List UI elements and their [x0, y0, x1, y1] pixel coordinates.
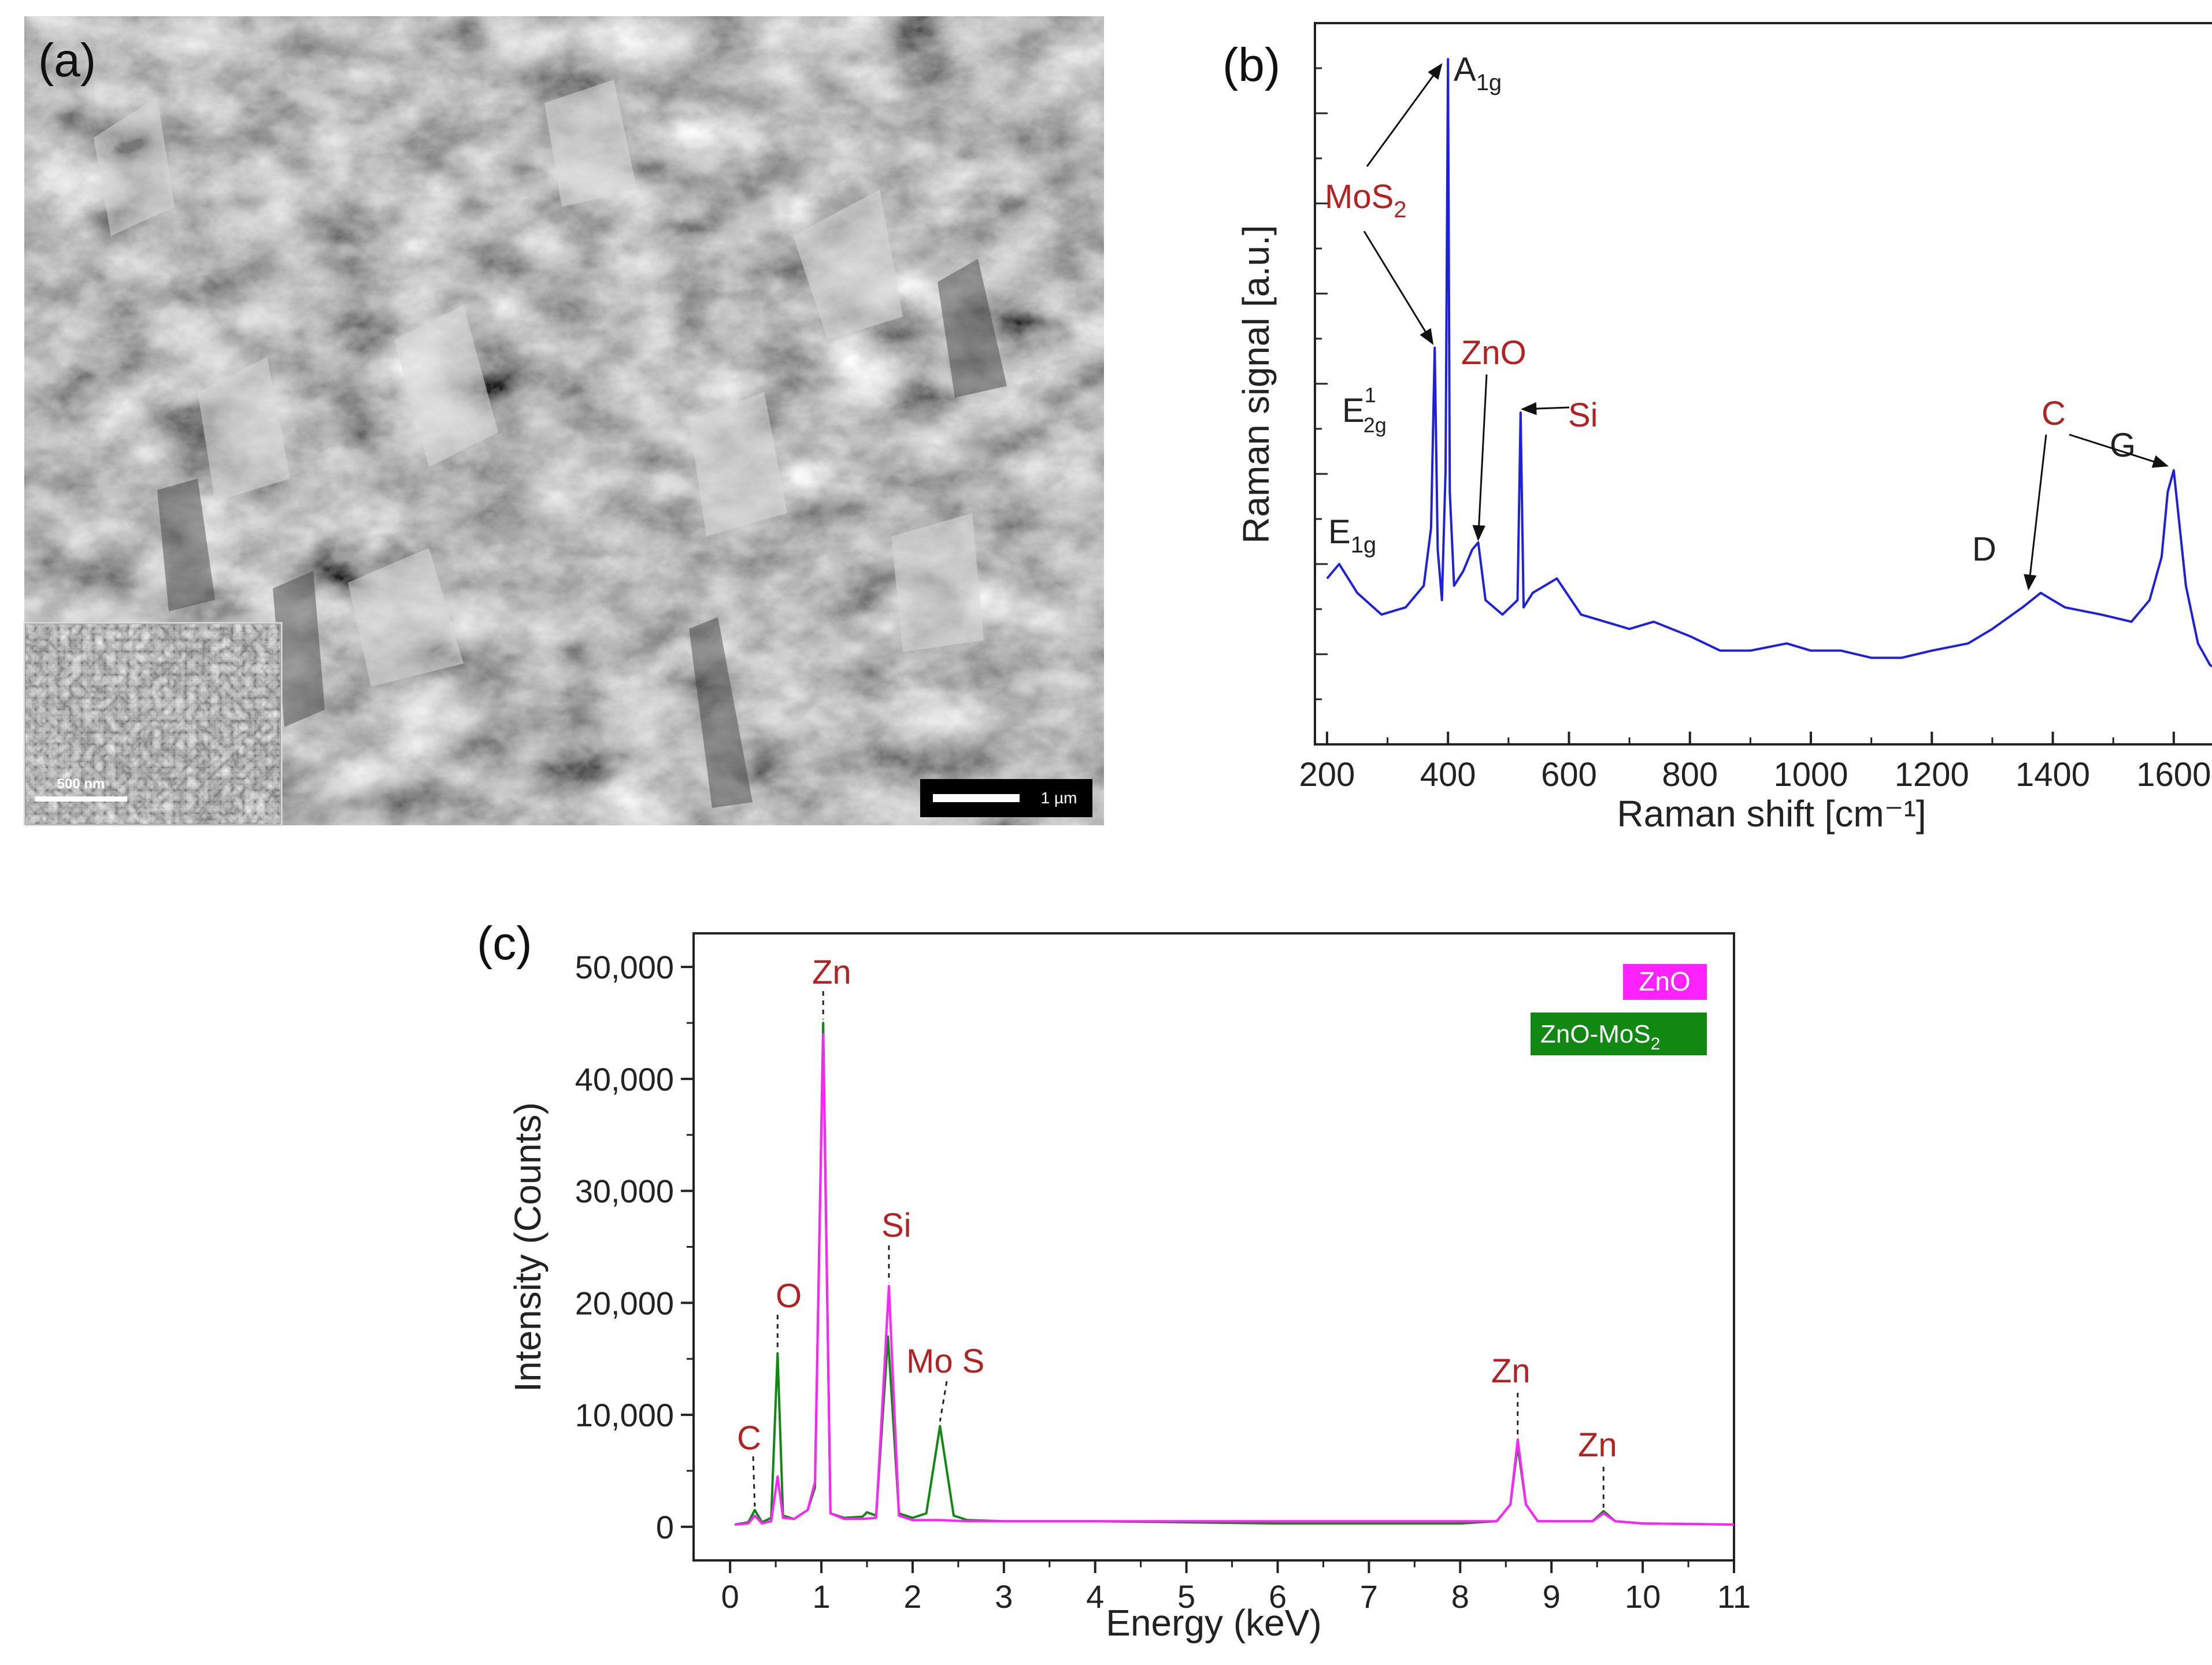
inset-scale-label: 500 nm — [57, 776, 105, 792]
edx-x-tick-label: 4 — [1086, 1578, 1104, 1615]
edx-x-tick-label: 0 — [721, 1578, 739, 1615]
edx-label-si: Si — [881, 1207, 912, 1244]
edx-y-tick-label: 10,000 — [575, 1397, 674, 1433]
sem-inset: 500 nm — [23, 622, 283, 826]
edx-y-tick-label: 50,000 — [575, 949, 674, 985]
arrow-zno-head — [1472, 525, 1485, 542]
edx-label-c: C — [737, 1419, 761, 1457]
arrow-mos2-a1g — [1366, 64, 1442, 167]
raman-x-tick-label: 800 — [1662, 756, 1718, 793]
scale-bar-label: 1 µm — [1041, 789, 1077, 807]
raman-y-axis-label: Raman signal [a.u.] — [1235, 225, 1277, 543]
arrow-si-head — [1520, 402, 1537, 416]
arrow-c-g-head — [2151, 455, 2169, 468]
edx-y-tick-label: 20,000 — [575, 1285, 674, 1321]
raman-x-tick-label: 1000 — [1773, 756, 1848, 793]
edx-x-tick-label: 5 — [1177, 1578, 1195, 1615]
edx-x-tick-label: 10 — [1625, 1578, 1661, 1615]
edx-series-zno — [734, 1033, 1735, 1526]
raman-label-si: Si — [1568, 396, 1598, 434]
edx-label-zn-1: Zn — [812, 954, 851, 991]
panel-b-label: (b) — [1222, 39, 1280, 91]
edx-label-o: O — [776, 1277, 802, 1315]
legend-label-zno: ZnO — [1639, 966, 1690, 996]
leader-mo-s — [939, 1381, 948, 1422]
raman-panel: (b) 200 400 600 800 1000 1200 1400 1600 Raman s… — [1191, 22, 2212, 878]
arrow-c-d-head — [2024, 574, 2037, 591]
raman-x-tick-label: 400 — [1420, 756, 1476, 793]
edx-y-ticks: 0 10,000 20,000 30,000 40,000 50,000 — [575, 949, 694, 1545]
raman-series-line — [1326, 58, 2212, 668]
edx-x-tick-label: 9 — [1543, 1578, 1561, 1615]
raman-label-mos2: MoS2 — [1325, 178, 1407, 223]
raman-x-ticks: 200 400 600 800 1000 1200 1400 1600 — [1299, 732, 2211, 793]
flake-highlights — [94, 80, 984, 687]
edx-label-zn-3: Zn — [1578, 1426, 1617, 1464]
raman-x-axis-label: Raman shift [cm⁻¹] — [1617, 793, 1926, 835]
arrow-c-g — [2069, 433, 2167, 467]
arrow-mos2-a1g-head — [1428, 63, 1443, 80]
edx-x-tick-label: 8 — [1451, 1578, 1469, 1615]
edx-x-tick-label: 1 — [812, 1578, 830, 1615]
edx-chart: (c) 0 1 2 3 4 5 6 7 8 9 10 11 0 10,000 20,000 30,000 40… — [477, 917, 1751, 1644]
raman-label-d: D — [1972, 531, 1996, 568]
edx-annotations: Zn Si O C Mo S Zn Zn — [737, 954, 1617, 1464]
raman-chart: (b) 200 400 600 800 1000 1200 1400 1600 Raman s… — [1222, 22, 2212, 835]
legend-swatch-zno — [1623, 964, 1707, 1000]
raman-annotations: A1g MoS2 E1 2g E1g ZnO Si C G D — [1325, 51, 2136, 568]
raman-x-tick-label: 1400 — [2015, 756, 2090, 793]
edx-label-zn-2: Zn — [1491, 1352, 1531, 1390]
edx-x-tick-label: 3 — [995, 1578, 1013, 1615]
arrow-mos2-e2g-head — [1420, 328, 1434, 345]
panel-a-label: (a) — [38, 34, 97, 87]
raman-label-c: C — [2041, 395, 2066, 432]
edx-x-tick-label: 2 — [903, 1578, 921, 1615]
legend-label-zno-mos2: ZnO-MoS2 — [1540, 1020, 1660, 1054]
scale-bar: 1 µm — [920, 779, 1092, 817]
raman-label-e1g: E1g — [1328, 513, 1376, 558]
raman-x-tick-label: 1200 — [1895, 756, 1969, 793]
edx-x-tick-label: 7 — [1360, 1578, 1378, 1615]
raman-label-g: G — [2110, 427, 2136, 464]
raman-label-a1g: A1g — [1454, 51, 1502, 95]
arrow-c-d — [2028, 434, 2047, 589]
raman-x-tick-label: 1600 — [2136, 756, 2211, 793]
arrow-zno — [1477, 374, 1488, 539]
edx-x-tick-label: 6 — [1269, 1578, 1287, 1615]
sem-image: 500 nm 1 µm — [23, 16, 1104, 826]
raman-x-tick-label: 600 — [1541, 756, 1597, 793]
edx-leader-lines — [752, 991, 1605, 1508]
edx-panel: (c) 0 1 2 3 4 5 6 7 8 9 10 11 0 10,000 20,000 30,000 40… — [474, 913, 1763, 1662]
edx-x-axis-label: Energy (keV) — [1106, 1602, 1321, 1644]
edx-y-tick-label: 0 — [656, 1509, 674, 1545]
raman-label-zno: ZnO — [1461, 334, 1526, 372]
legend-swatch-zno-mos2 — [1531, 1013, 1707, 1055]
panel-c-label: (c) — [477, 917, 532, 970]
raman-label-e2g: E1 2g — [1342, 383, 1387, 437]
edx-y-axis-label: Intensity (Counts) — [507, 1102, 549, 1392]
edx-x-tick-label: 11 — [1717, 1578, 1751, 1615]
edx-legend: ZnO ZnO-MoS2 — [1531, 964, 1707, 1055]
edx-label-mo-s: Mo S — [906, 1343, 984, 1380]
edx-x-ticks: 0 1 2 3 4 5 6 7 8 9 10 11 — [721, 1560, 1751, 1615]
raman-y-ticks — [1315, 67, 1328, 700]
raman-x-tick-label: 200 — [1299, 756, 1355, 793]
flake-shadows — [157, 259, 1007, 808]
arrow-mos2-e2g — [1363, 231, 1433, 344]
edx-y-tick-label: 40,000 — [575, 1061, 674, 1097]
raman-arrows — [1363, 63, 2169, 591]
edx-y-tick-label: 30,000 — [575, 1173, 674, 1210]
inset-scale-bar — [35, 796, 127, 802]
sem-panel: 500 nm 1 µm (a) — [23, 16, 1104, 826]
leader-c — [752, 1456, 756, 1507]
